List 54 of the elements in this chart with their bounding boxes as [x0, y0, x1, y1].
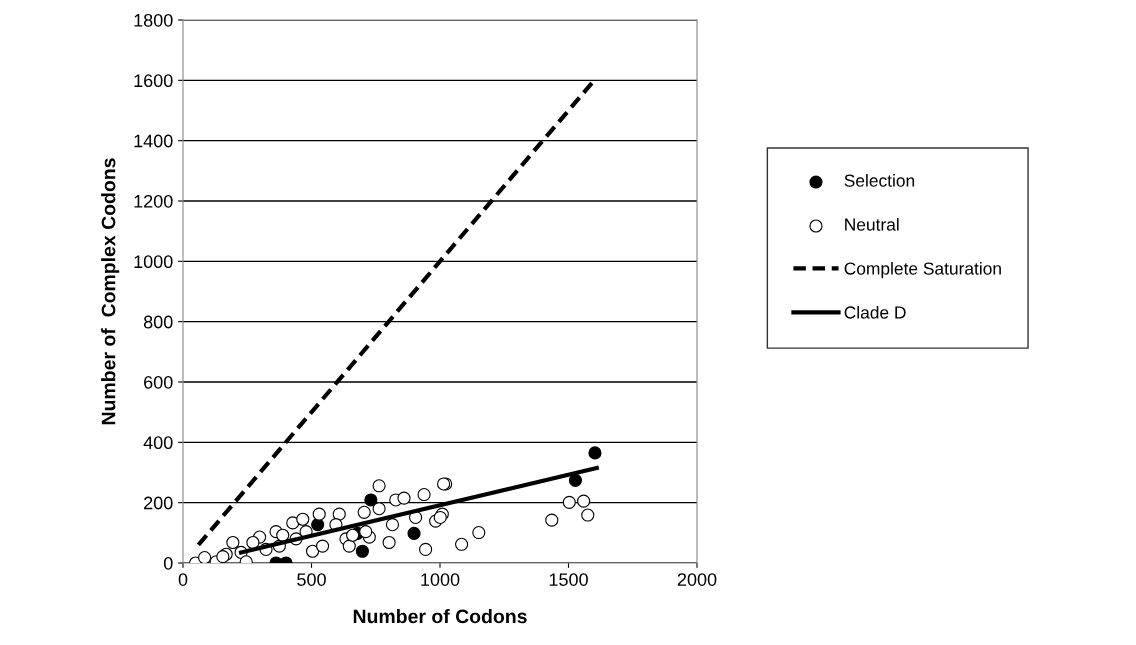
y-tick-label: 1600	[134, 74, 173, 88]
x-tick-label: 1000	[421, 573, 460, 586]
x-tick-label: 0	[178, 573, 188, 586]
point	[364, 493, 378, 507]
point	[359, 525, 373, 539]
point	[407, 526, 421, 541]
y-tick-label: 1800	[134, 13, 173, 27]
y-axis-title: Number of Complex Codons	[101, 158, 120, 425]
point	[419, 542, 433, 556]
point	[312, 507, 326, 521]
point	[397, 491, 411, 505]
y-tick-label: 1400	[134, 134, 173, 148]
x-tick-label: 2000	[677, 573, 717, 586]
point	[472, 525, 486, 540]
y-tick-label: 600	[144, 375, 173, 389]
point	[305, 544, 320, 558]
point	[315, 539, 330, 553]
point	[372, 502, 386, 516]
point	[382, 535, 396, 550]
point	[588, 446, 602, 460]
point	[342, 539, 356, 553]
y-tick-label: 200	[144, 496, 173, 510]
x-tick-label: 500	[297, 573, 326, 586]
point	[581, 508, 595, 522]
point	[577, 494, 591, 508]
point	[296, 512, 310, 526]
point	[455, 537, 469, 551]
point	[385, 518, 400, 532]
point	[311, 518, 325, 532]
y-tick-label: 800	[143, 315, 173, 329]
y-tick-label: 1200	[134, 194, 173, 208]
point	[226, 535, 240, 550]
point	[568, 473, 583, 487]
point	[433, 510, 447, 525]
legend-label: Neutral	[845, 217, 899, 231]
point	[545, 513, 559, 527]
point	[562, 495, 576, 509]
legend-label: Complete Saturation	[844, 261, 1001, 279]
y-tick-label: 0	[163, 556, 173, 570]
point	[355, 544, 369, 558]
point	[357, 505, 371, 519]
legend-label: Selection	[844, 174, 915, 187]
y-tick-label: 1000	[134, 255, 173, 269]
point	[198, 551, 212, 563]
point	[246, 535, 260, 550]
x-axis-title: Number of Codons	[353, 609, 527, 624]
point	[346, 528, 360, 542]
point	[372, 479, 386, 493]
legend-label: Clade D	[844, 305, 906, 319]
x-tick-label: 1500	[549, 573, 588, 586]
y-tick-label: 400	[143, 436, 173, 450]
point	[417, 487, 431, 502]
point	[332, 507, 346, 521]
point	[276, 528, 290, 542]
